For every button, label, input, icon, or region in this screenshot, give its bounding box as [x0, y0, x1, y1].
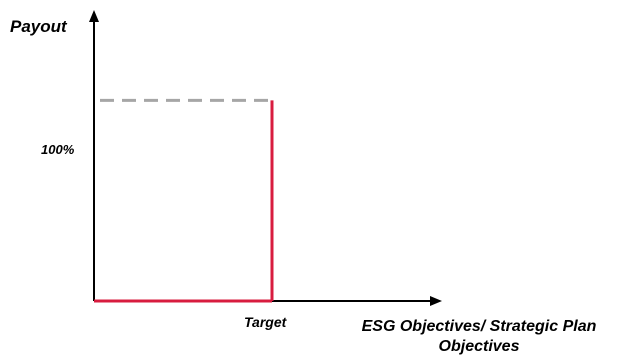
payout-series [94, 98, 450, 303]
x-axis-label: ESG Objectives/ Strategic Plan Objective… [361, 318, 597, 355]
y-tick-label-100: 100% [41, 142, 75, 157]
x-tick-label-target: Target [244, 314, 287, 330]
y-axis-label: Payout [10, 17, 67, 36]
x-axis-arrow-icon [430, 296, 442, 306]
y-axis-arrow-icon [89, 10, 99, 22]
